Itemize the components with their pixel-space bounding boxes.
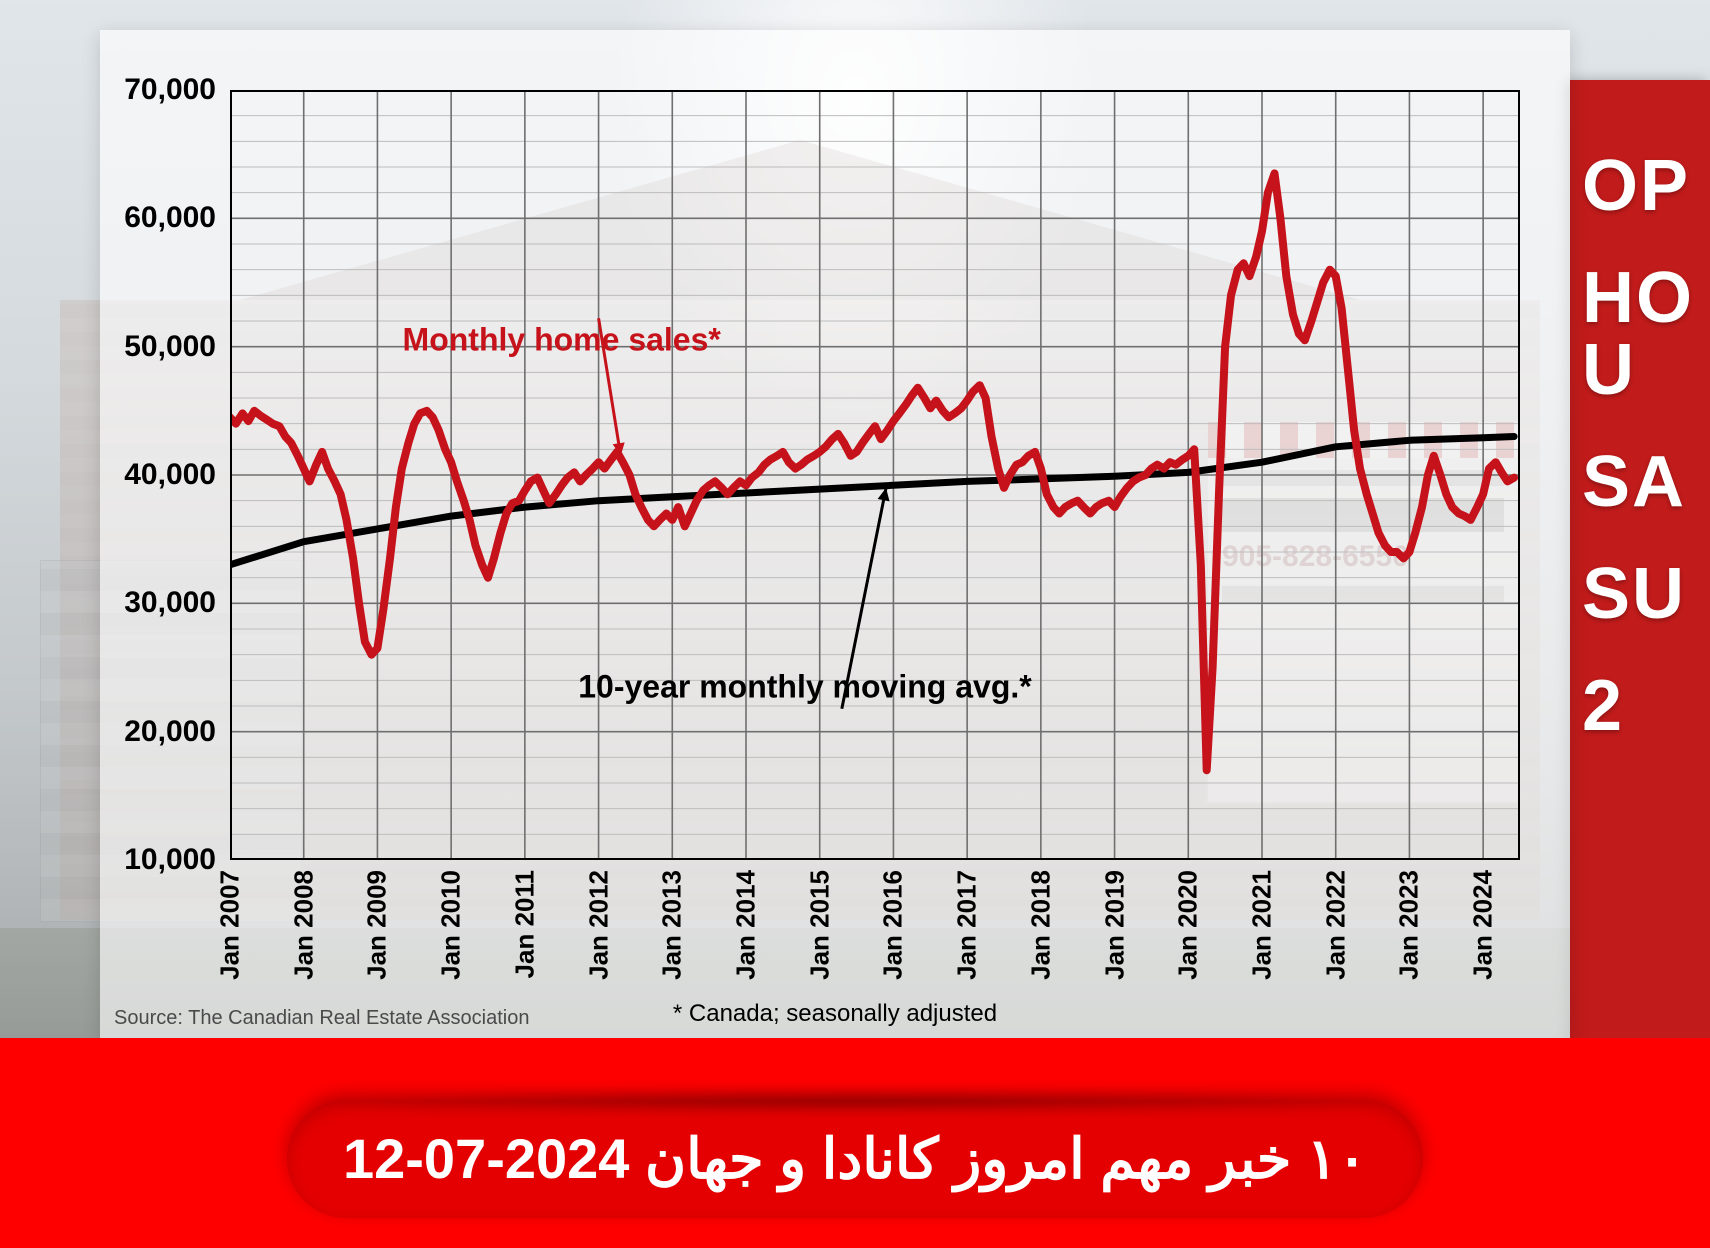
y-tick-label: 20,000 <box>100 715 216 749</box>
x-tick-label: Jan 2010 <box>436 870 467 980</box>
plot-area <box>230 90 1520 860</box>
chart-panel: * Canada; seasonally adjusted Source: Th… <box>100 30 1570 1040</box>
banner-headline: ۱۰ خبر مهم امروز کانادا و جهان 2024-07-1… <box>287 1100 1423 1218</box>
x-tick-label: Jan 2019 <box>1099 870 1130 980</box>
y-tick-label: 30,000 <box>100 586 216 620</box>
x-tick-label: Jan 2012 <box>583 870 614 980</box>
bg-sign-strip: OP HOU SA SU 2 <box>1570 80 1710 1140</box>
y-tick-label: 70,000 <box>100 73 216 107</box>
series-label: 10-year monthly moving avg.* <box>578 668 1031 705</box>
chart-source: Source: The Canadian Real Estate Associa… <box>114 1007 529 1030</box>
x-tick-label: Jan 2014 <box>731 870 762 980</box>
stage: 905-828-6550 OP HOU SA SU 2 * Canada; se… <box>0 0 1710 1248</box>
x-tick-label: Jan 2011 <box>509 870 540 978</box>
x-tick-label: Jan 2018 <box>1025 870 1056 980</box>
x-tick-label: Jan 2013 <box>657 870 688 980</box>
y-tick-label: 50,000 <box>100 330 216 364</box>
x-tick-label: Jan 2017 <box>952 870 983 980</box>
x-tick-label: Jan 2008 <box>288 870 319 980</box>
x-tick-label: Jan 2021 <box>1247 870 1278 980</box>
x-tick-label: Jan 2015 <box>804 870 835 980</box>
x-tick-label: Jan 2024 <box>1468 870 1499 980</box>
series-label: Monthly home sales* <box>403 322 721 359</box>
x-tick-label: Jan 2009 <box>362 870 393 980</box>
x-tick-label: Jan 2007 <box>215 870 246 980</box>
x-tick-label: Jan 2016 <box>878 870 909 980</box>
x-tick-label: Jan 2022 <box>1320 870 1351 980</box>
chart-svg <box>230 90 1520 860</box>
y-tick-label: 60,000 <box>100 201 216 235</box>
x-tick-label: Jan 2020 <box>1173 870 1204 980</box>
y-tick-label: 10,000 <box>100 843 216 877</box>
sign-strip-text: OP HOU SA SU 2 <box>1570 80 1710 742</box>
y-tick-label: 40,000 <box>100 458 216 492</box>
bottom-banner: ۱۰ خبر مهم امروز کانادا و جهان 2024-07-1… <box>0 1038 1710 1248</box>
x-tick-label: Jan 2023 <box>1394 870 1425 980</box>
